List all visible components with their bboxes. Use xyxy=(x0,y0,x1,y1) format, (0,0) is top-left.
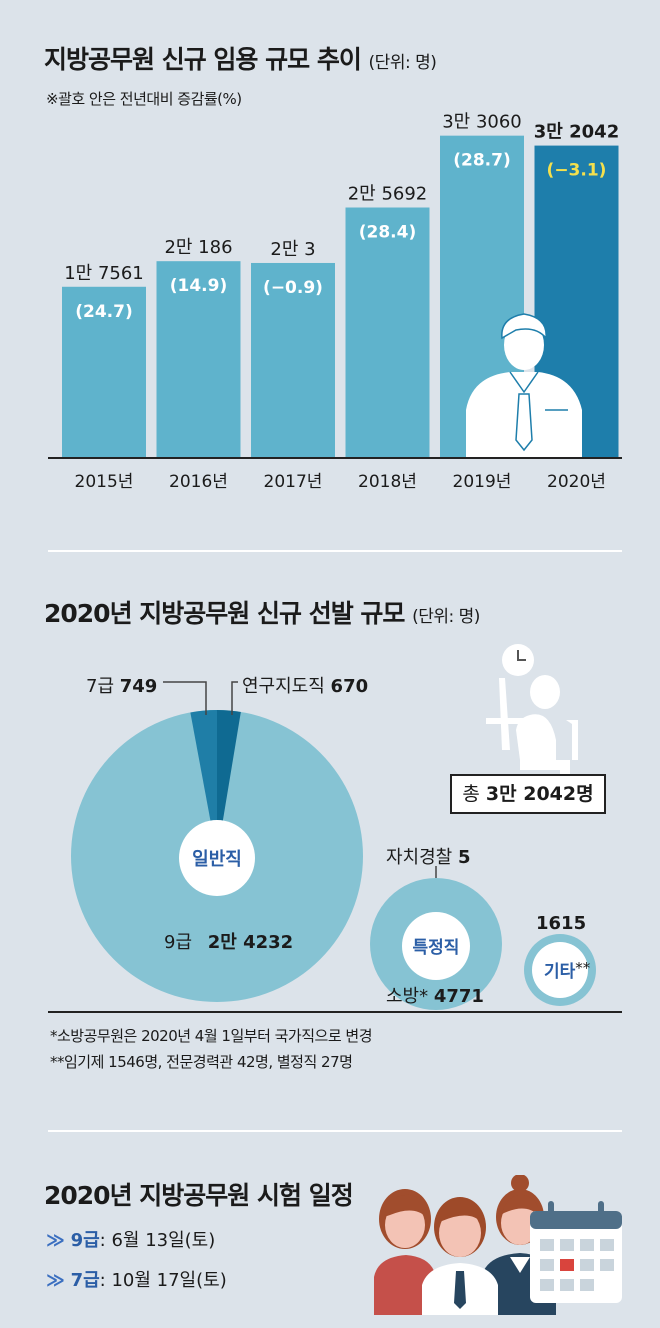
total-value: 3만 2042명 xyxy=(485,783,594,805)
bar-chart-unit: (단위: 명) xyxy=(368,53,437,73)
label-9grade: 9급 2만 4232 xyxy=(164,932,294,953)
schedule-title: 2020년 지방공무원 시험 일정 xyxy=(44,1181,354,1210)
label-police: 자치경찰 5 xyxy=(386,847,471,868)
chevron-icon: ≫ xyxy=(46,1270,65,1291)
value-fire: 4771 xyxy=(433,986,484,1007)
group-label-other: 기타** xyxy=(544,959,591,982)
value-label-2015년: 1만 7561 xyxy=(64,263,144,284)
footnotes: *소방공무원은 2020년 4월 1일부터 국가직으로 변경 **임기제 154… xyxy=(50,1023,373,1075)
bar-chart-note: ※괄호 안은 전년대비 증감률(%) xyxy=(46,90,242,108)
x-tick-2018년: 2018년 xyxy=(358,472,417,492)
footnote-1: *소방공무원은 2020년 4월 1일부터 국가직으로 변경 xyxy=(50,1027,373,1045)
woman-left-icon xyxy=(374,1189,436,1315)
change-label-2018년: (28.4) xyxy=(359,223,416,243)
change-label-2016년: (14.9) xyxy=(170,276,227,296)
pie-center-special xyxy=(402,912,470,980)
label-fire: 소방* 4771 xyxy=(386,986,484,1007)
bar-chart-title: 지방공무원 신규 임용 규모 추이 (단위: 명) xyxy=(44,45,437,74)
value-label-2017년: 2만 3 xyxy=(270,239,315,260)
value-label-2016년: 2만 186 xyxy=(164,237,232,258)
x-tick-2019년: 2019년 xyxy=(453,472,512,492)
x-tick-2017년: 2017년 xyxy=(264,472,323,492)
leader-line-7grade xyxy=(163,681,207,715)
value-label-2018년: 2만 5692 xyxy=(348,184,428,205)
x-tick-2016년: 2016년 xyxy=(169,472,228,492)
bar-2017년 xyxy=(251,262,335,458)
divider-1 xyxy=(48,550,622,552)
change-label-2015년: (24.7) xyxy=(75,302,132,322)
calendar-icon xyxy=(530,1201,622,1303)
change-label-2017년: (−0.9) xyxy=(263,278,323,298)
value-label-2020년: 3만 2042 xyxy=(534,122,619,143)
x-tick-2020년: 2020년 xyxy=(547,472,606,492)
man-center-icon xyxy=(422,1197,498,1315)
group-label-special: 특정직 xyxy=(413,938,460,958)
bar-chart: 1만 7561 (24.7) 2015년 2만 186 (14.9) 2016년 2만 3 (… xyxy=(48,112,622,492)
value-9grade: 2만 4232 xyxy=(207,932,294,953)
person-icon xyxy=(466,313,582,458)
group-label-general: 일반직 xyxy=(192,849,242,870)
pie-chart: 일반직 특정직 기타** xyxy=(48,644,622,1013)
x-tick-2015년: 2015년 xyxy=(75,472,134,492)
value-label-2019년: 3만 3060 xyxy=(442,112,522,133)
pie-slice-research xyxy=(217,710,241,856)
pie-slice-7grade xyxy=(190,710,217,856)
sitting-person-icon xyxy=(486,644,578,780)
change-label-2019년: (28.7) xyxy=(453,151,510,171)
pie-center-other xyxy=(532,942,588,998)
schedule-item-7grade: ≫ 7급: 10월 17일(토) xyxy=(46,1270,227,1291)
bar-2018년 xyxy=(345,207,430,458)
footnote-2: **임기제 1546명, 전문경력관 42명, 별정직 27명 xyxy=(50,1053,353,1071)
change-label-2020년: (−3.1) xyxy=(547,161,607,181)
bar-2016년 xyxy=(156,261,241,458)
value-research: 670 xyxy=(330,676,369,697)
value-other: 1615 xyxy=(536,913,587,934)
value-7grade: 749 xyxy=(119,676,158,697)
chevron-icon: ≫ xyxy=(46,1230,65,1251)
bar-2015년 xyxy=(62,286,146,458)
label-research: 연구지도직 670 xyxy=(242,676,369,697)
pie-chart-unit: (단위: 명) xyxy=(412,607,480,627)
schedule-item-9grade: ≫ 9급: 6월 13일(토) xyxy=(46,1230,216,1251)
value-police: 5 xyxy=(457,847,471,868)
pie-chart-title: 2020년 지방공무원 신규 선발 규모 (단위: 명) xyxy=(44,599,480,628)
candidates-calendar-illustration xyxy=(374,1175,622,1315)
label-7grade: 7급 749 xyxy=(86,676,158,697)
divider-2 xyxy=(48,1130,622,1132)
total-box: 총 3만 2042명 xyxy=(450,774,606,814)
pie-center-general xyxy=(179,820,255,896)
leader-line-research xyxy=(231,681,238,715)
